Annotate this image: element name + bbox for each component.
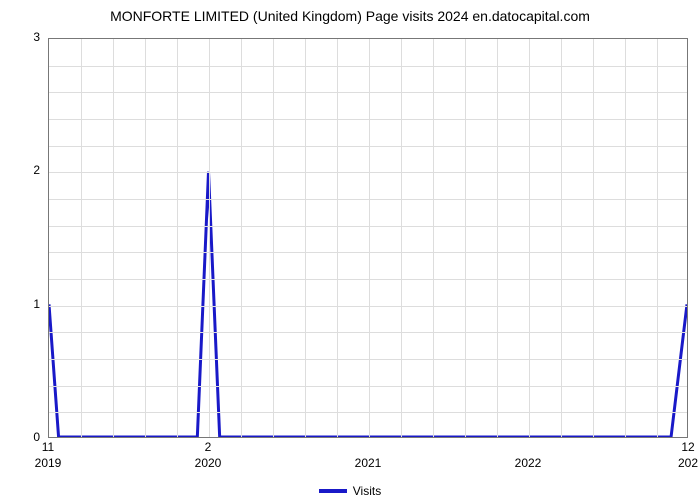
chart-title: MONFORTE LIMITED (United Kingdom) Page v… <box>0 8 700 24</box>
secondary-x-label: 12 <box>681 440 694 454</box>
secondary-x-label: 2 <box>205 440 212 454</box>
y-tick-label: 1 <box>33 297 40 311</box>
y-tick-label: 3 <box>33 30 40 44</box>
x-tick-label: 2020 <box>195 456 222 470</box>
plot-area <box>48 38 688 438</box>
legend: Visits <box>0 483 700 498</box>
visits-chart: MONFORTE LIMITED (United Kingdom) Page v… <box>0 8 700 468</box>
legend-swatch <box>319 489 347 493</box>
x-tick-label: 2022 <box>515 456 542 470</box>
y-tick-label: 2 <box>33 163 40 177</box>
x-tick-label: 2019 <box>35 456 62 470</box>
x-tick-label: 202 <box>678 456 698 470</box>
y-tick-label: 0 <box>33 430 40 444</box>
legend-label: Visits <box>353 484 381 498</box>
secondary-x-label: 11 <box>42 440 54 454</box>
x-tick-label: 2021 <box>355 456 382 470</box>
